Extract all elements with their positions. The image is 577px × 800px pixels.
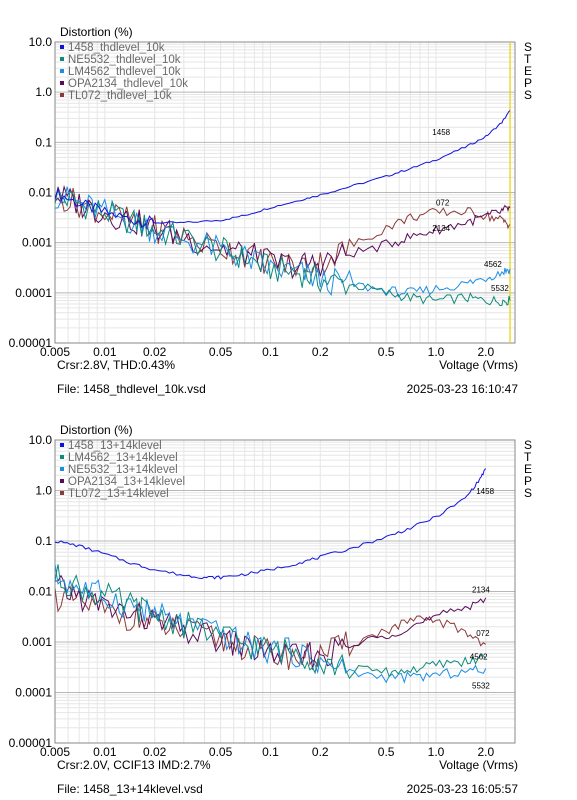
curve-tag: 072 (476, 629, 490, 638)
curve-tag: 4562 (470, 653, 488, 662)
legend-label: OPA2134_13+14klevel (68, 476, 185, 488)
legend-label: 1458_13+14klevel (68, 440, 162, 452)
legend-label: LM4562_13+14klevel (68, 452, 178, 464)
series-line-1458_thdlevel_10k (55, 110, 511, 228)
legend-label: TL072_13+14klevel (68, 488, 169, 500)
series-line-NE5532_thdlevel_10k (55, 187, 511, 307)
steps-letter: T (524, 450, 532, 464)
steps-letter: S (524, 486, 532, 500)
curve-tag: 2134 (432, 224, 450, 233)
x-tick-label: 0.05 (209, 345, 233, 359)
legend-swatch (60, 455, 64, 459)
curve-tag: 4562 (484, 260, 502, 269)
y-axis-label: Distortion (%) (60, 25, 133, 39)
x-tick-label: 2.0 (477, 745, 494, 759)
x-tick-label: 1.0 (428, 745, 445, 759)
file-name: File: 1458_thdlevel_10k.vsd (57, 382, 206, 396)
x-tick-label: 0.1 (262, 745, 279, 759)
x-tick-label: 0.005 (40, 345, 70, 359)
y-tick-label: 10.0 (29, 433, 53, 447)
legend-swatch (60, 93, 64, 97)
x-tick-label: 0.5 (378, 345, 395, 359)
y-tick-label: 0.01 (29, 585, 53, 599)
legend-label: NE5532_thdlevel_10k (68, 54, 181, 66)
x-tick-label: 0.01 (93, 345, 117, 359)
legend-label: NE5532_13+14klevel (68, 464, 178, 476)
x-tick-label: 0.02 (143, 745, 167, 759)
x-tick-label: 0.5 (378, 745, 395, 759)
series-line-LM4562_13+14klevel (55, 564, 487, 680)
curve-tag: 1458 (476, 487, 494, 496)
series-group (55, 468, 487, 684)
y-tick-label: 0.1 (35, 534, 52, 548)
steps-letter: T (524, 52, 532, 66)
x-tick-label: 2.0 (477, 345, 494, 359)
legend-label: LM4562_thdlevel_10k (68, 66, 181, 78)
grid (54, 439, 516, 744)
curve-tag: 2134 (472, 586, 490, 595)
y-axis-label: Distortion (%) (60, 423, 133, 437)
y-tick-label: 0.1 (35, 135, 52, 149)
series-group (55, 110, 511, 307)
steps-letter: P (524, 474, 532, 488)
legend-label: OPA2134_thdlevel_10k (68, 78, 188, 90)
date-stamp: 2025-03-23 16:10:47 (407, 382, 519, 396)
y-tick-label: 0.0001 (15, 286, 52, 300)
curve-tag: 072 (436, 199, 450, 208)
y-tick-label: 0.001 (22, 635, 52, 649)
legend-swatch (60, 443, 64, 447)
curve-tag: 5532 (472, 682, 490, 691)
y-tick-label: 0.00001 (9, 336, 53, 350)
steps-letter: E (524, 462, 532, 476)
steps-letter: E (524, 64, 532, 78)
x-axis-label: Voltage (Vrms) (439, 358, 518, 372)
curve-tag: 5532 (491, 284, 509, 293)
series-line-NE5532_13+14klevel (55, 564, 487, 684)
legend: 1458_thdlevel_10kNE5532_thdlevel_10kLM45… (60, 42, 188, 102)
x-tick-label: 0.005 (40, 745, 70, 759)
legend: 1458_13+14klevelLM4562_13+14klevelNE5532… (60, 440, 185, 500)
steps-letter: S (524, 40, 532, 54)
legend-swatch (60, 491, 64, 495)
file-name: File: 1458_13+14klevel.vsd (57, 782, 203, 796)
plot-frame (54, 41, 516, 344)
y-tick-label: 0.0001 (15, 686, 52, 700)
x-tick-label: 0.2 (312, 345, 329, 359)
legend-label: TL072_thdlevel_10k (68, 90, 172, 102)
x-tick-label: 0.2 (312, 745, 329, 759)
cursor-readout: Crsr:2.8V, THD:0.43% (57, 358, 175, 372)
legend-swatch (60, 45, 64, 49)
legend-swatch (60, 57, 64, 61)
curve-tag: 1458 (432, 128, 450, 137)
legend-swatch (60, 69, 64, 73)
y-tick-label: 1.0 (35, 85, 52, 99)
x-tick-label: 0.02 (143, 345, 167, 359)
steps-letter: P (524, 76, 532, 90)
cursor-readout: Crsr:2.0V, CCIF13 IMD:2.7% (57, 758, 211, 772)
legend-swatch (60, 81, 64, 85)
series-line-1458_13+14klevel (55, 468, 487, 580)
y-tick-label: 0.00001 (9, 736, 53, 750)
x-tick-label: 0.1 (262, 345, 279, 359)
chart-1: Distortion (%) 10.0 1.0 0.1 0.01 0.001 0.0001 0… (9, 25, 532, 396)
legend-swatch (60, 479, 64, 483)
y-tick-label: 10.0 (29, 35, 53, 49)
x-tick-label: 0.05 (209, 745, 233, 759)
steps-letter: S (524, 438, 532, 452)
x-tick-label: 1.0 (428, 345, 445, 359)
legend-label: 1458_thdlevel_10k (68, 42, 165, 54)
y-tick-label: 0.01 (29, 186, 53, 200)
y-tick-label: 0.001 (22, 236, 52, 250)
x-axis-label: Voltage (Vrms) (439, 758, 518, 772)
chart-2: Distortion (%) 10.0 1.0 0.1 0.01 0.001 0.0001 0… (9, 423, 532, 796)
legend-swatch (60, 467, 64, 471)
date-stamp: 2025-03-23 16:05:57 (407, 782, 519, 796)
x-tick-label: 0.01 (93, 745, 117, 759)
steps-letter: S (524, 88, 532, 102)
y-tick-label: 1.0 (35, 484, 52, 498)
